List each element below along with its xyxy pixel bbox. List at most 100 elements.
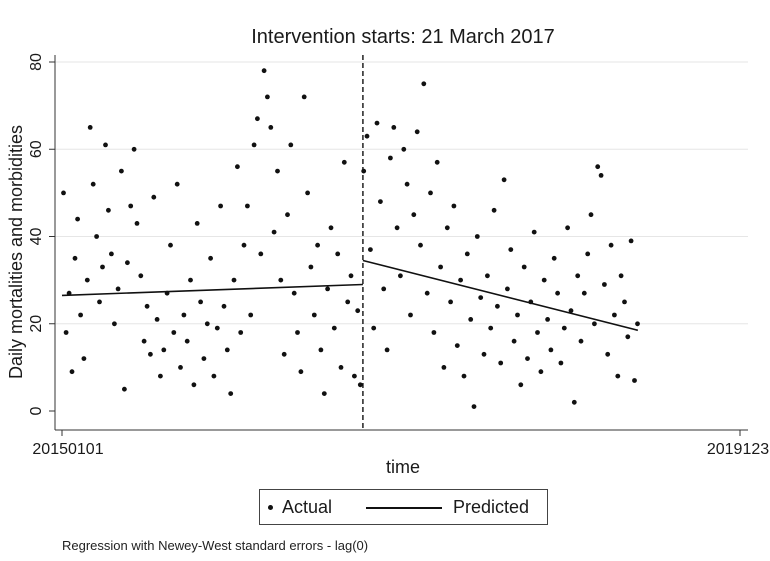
x-axis-label: time [386, 457, 420, 477]
actual-point [94, 234, 99, 239]
actual-point [401, 146, 407, 152]
actual-point [345, 299, 351, 305]
actual-point [268, 125, 274, 130]
actual-point [441, 365, 447, 370]
legend-actual-marker [268, 505, 273, 510]
actual-point [355, 308, 361, 314]
actual-point [451, 203, 457, 209]
actual-point [125, 260, 130, 266]
actual-point [148, 351, 153, 357]
predicted-lines [61, 259, 639, 332]
actual-point [301, 94, 307, 100]
actual-point [171, 330, 177, 335]
actual-point [444, 225, 450, 231]
actual-point [491, 207, 497, 213]
actual-point [288, 142, 294, 148]
actual-point [141, 338, 147, 344]
actual-point [78, 312, 83, 318]
actual-point [561, 325, 567, 331]
actual-point [134, 221, 140, 226]
actual-point [174, 181, 180, 187]
actual-point [458, 277, 463, 283]
actual-point [188, 277, 193, 283]
actual-point [131, 146, 137, 152]
actual-point [588, 212, 594, 218]
actual-point [221, 303, 227, 309]
actual-point [461, 373, 467, 379]
actual-point [545, 317, 550, 322]
actual-point [508, 247, 514, 253]
actual-point [208, 255, 214, 261]
actual-point [541, 277, 547, 283]
actual-point [361, 168, 367, 174]
actual-point [235, 164, 240, 170]
actual-point [448, 299, 453, 305]
actual-point [305, 190, 310, 196]
actual-point [100, 264, 105, 270]
y-tick-label: 40 [28, 228, 45, 246]
actual-point [81, 356, 87, 361]
actual-point [474, 234, 480, 239]
actual-point [178, 365, 183, 370]
actual-point [608, 242, 614, 248]
actual-point [384, 347, 390, 353]
actual-point [418, 242, 423, 248]
actual-point [138, 273, 144, 279]
actual-point [498, 360, 504, 366]
actual-point [112, 321, 117, 327]
actual-point [348, 273, 354, 279]
actual-point [364, 133, 370, 139]
y-tick-label: 80 [28, 53, 45, 71]
actual-point [106, 207, 111, 213]
actual-point [338, 365, 344, 370]
chart-title: Intervention starts: 21 March 2017 [251, 26, 555, 48]
actual-point [605, 351, 611, 357]
actual-point [571, 399, 577, 405]
actual-point [628, 238, 634, 244]
actual-point [231, 277, 237, 283]
actual-point [261, 68, 267, 74]
actual-point [328, 225, 334, 231]
actual-point [368, 247, 373, 253]
actual-point [321, 391, 327, 396]
actual-point [478, 295, 484, 300]
actual-point [568, 308, 574, 314]
actual-point [531, 229, 537, 235]
actual-point [615, 373, 621, 379]
actual-point [194, 221, 200, 226]
actual-point [198, 299, 204, 305]
actual-point [84, 277, 90, 283]
actual-point [245, 203, 250, 209]
actual-point [525, 356, 530, 361]
actual-point [602, 282, 607, 287]
actual-point [511, 338, 517, 344]
actual-point [90, 181, 96, 187]
y-tick-label: 0 [28, 406, 45, 415]
actual-point [551, 255, 557, 261]
actual-point [585, 251, 591, 257]
actual-point [151, 194, 157, 200]
actual-point [311, 312, 317, 318]
actual-point [241, 242, 247, 248]
actual-point [265, 94, 270, 100]
actual-point [191, 382, 197, 388]
actual-point [115, 286, 121, 292]
actual-point [371, 325, 377, 331]
actual-point [558, 360, 564, 366]
legend: Actual Predicted [259, 489, 548, 525]
actual-point [555, 290, 560, 296]
x-tick-label: 2019123 [707, 441, 769, 458]
actual-point [72, 255, 78, 261]
actual-point [224, 347, 230, 353]
actual-point [398, 273, 403, 279]
actual-point [214, 325, 220, 331]
actual-point [481, 351, 487, 357]
actual-point [488, 325, 494, 331]
actual-point [255, 116, 260, 122]
actual-point [428, 190, 433, 196]
actual-point [578, 338, 584, 344]
actual-point [109, 251, 114, 257]
actual-point [318, 347, 324, 353]
actual-point [635, 321, 640, 327]
actual-point [592, 321, 597, 327]
